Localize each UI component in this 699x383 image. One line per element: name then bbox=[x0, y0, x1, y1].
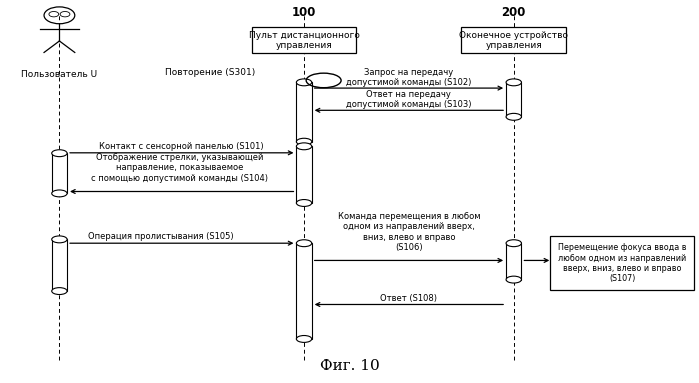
FancyBboxPatch shape bbox=[52, 239, 67, 291]
Text: Пользователь U: Пользователь U bbox=[22, 70, 97, 79]
Ellipse shape bbox=[296, 79, 312, 86]
Text: Оконечное устройство
управления: Оконечное устройство управления bbox=[459, 31, 568, 50]
Text: Ответ (S108): Ответ (S108) bbox=[380, 295, 438, 303]
FancyBboxPatch shape bbox=[296, 82, 312, 142]
FancyBboxPatch shape bbox=[461, 27, 566, 53]
Ellipse shape bbox=[296, 138, 312, 145]
Ellipse shape bbox=[296, 200, 312, 206]
Text: Отображение стрелки, указывающей
направление, показываемое
с помощью допустимой : Отображение стрелки, указывающей направл… bbox=[91, 153, 268, 183]
FancyBboxPatch shape bbox=[506, 82, 521, 117]
Ellipse shape bbox=[296, 240, 312, 247]
Text: Перемещение фокуса ввода в
любом одном из направлений
вверх, вниз, влево и вправ: Перемещение фокуса ввода в любом одном и… bbox=[558, 243, 686, 283]
FancyBboxPatch shape bbox=[296, 243, 312, 339]
Ellipse shape bbox=[52, 288, 67, 295]
Text: 100: 100 bbox=[292, 6, 316, 19]
Text: Ответ на передачу
допустимой команды (S103): Ответ на передачу допустимой команды (S1… bbox=[346, 90, 472, 109]
Text: Операция пролистывания (S105): Операция пролистывания (S105) bbox=[88, 232, 233, 241]
Text: Команда перемещения в любом
одном из направлений вверх,
вниз, влево и вправо
(S1: Команда перемещения в любом одном из нап… bbox=[338, 212, 480, 252]
Text: 200: 200 bbox=[502, 6, 526, 19]
Ellipse shape bbox=[296, 336, 312, 342]
Text: Повторение (S301): Повторение (S301) bbox=[165, 67, 255, 77]
Ellipse shape bbox=[506, 240, 521, 247]
FancyBboxPatch shape bbox=[252, 27, 356, 53]
FancyBboxPatch shape bbox=[506, 243, 521, 280]
Text: Контакт с сенсорной панелью (S101): Контакт с сенсорной панелью (S101) bbox=[99, 142, 264, 151]
Ellipse shape bbox=[52, 190, 67, 197]
FancyBboxPatch shape bbox=[52, 153, 67, 193]
Ellipse shape bbox=[296, 143, 312, 150]
Ellipse shape bbox=[52, 236, 67, 243]
FancyBboxPatch shape bbox=[296, 146, 312, 203]
Ellipse shape bbox=[506, 79, 521, 86]
FancyBboxPatch shape bbox=[550, 236, 694, 290]
Ellipse shape bbox=[52, 150, 67, 157]
Ellipse shape bbox=[506, 276, 521, 283]
Text: Запрос на передачу
допустимой команды (S102): Запрос на передачу допустимой команды (S… bbox=[346, 67, 472, 87]
Text: Фиг. 10: Фиг. 10 bbox=[319, 359, 380, 373]
Text: Пульт дистанционного
управления: Пульт дистанционного управления bbox=[249, 31, 359, 50]
Ellipse shape bbox=[506, 113, 521, 120]
